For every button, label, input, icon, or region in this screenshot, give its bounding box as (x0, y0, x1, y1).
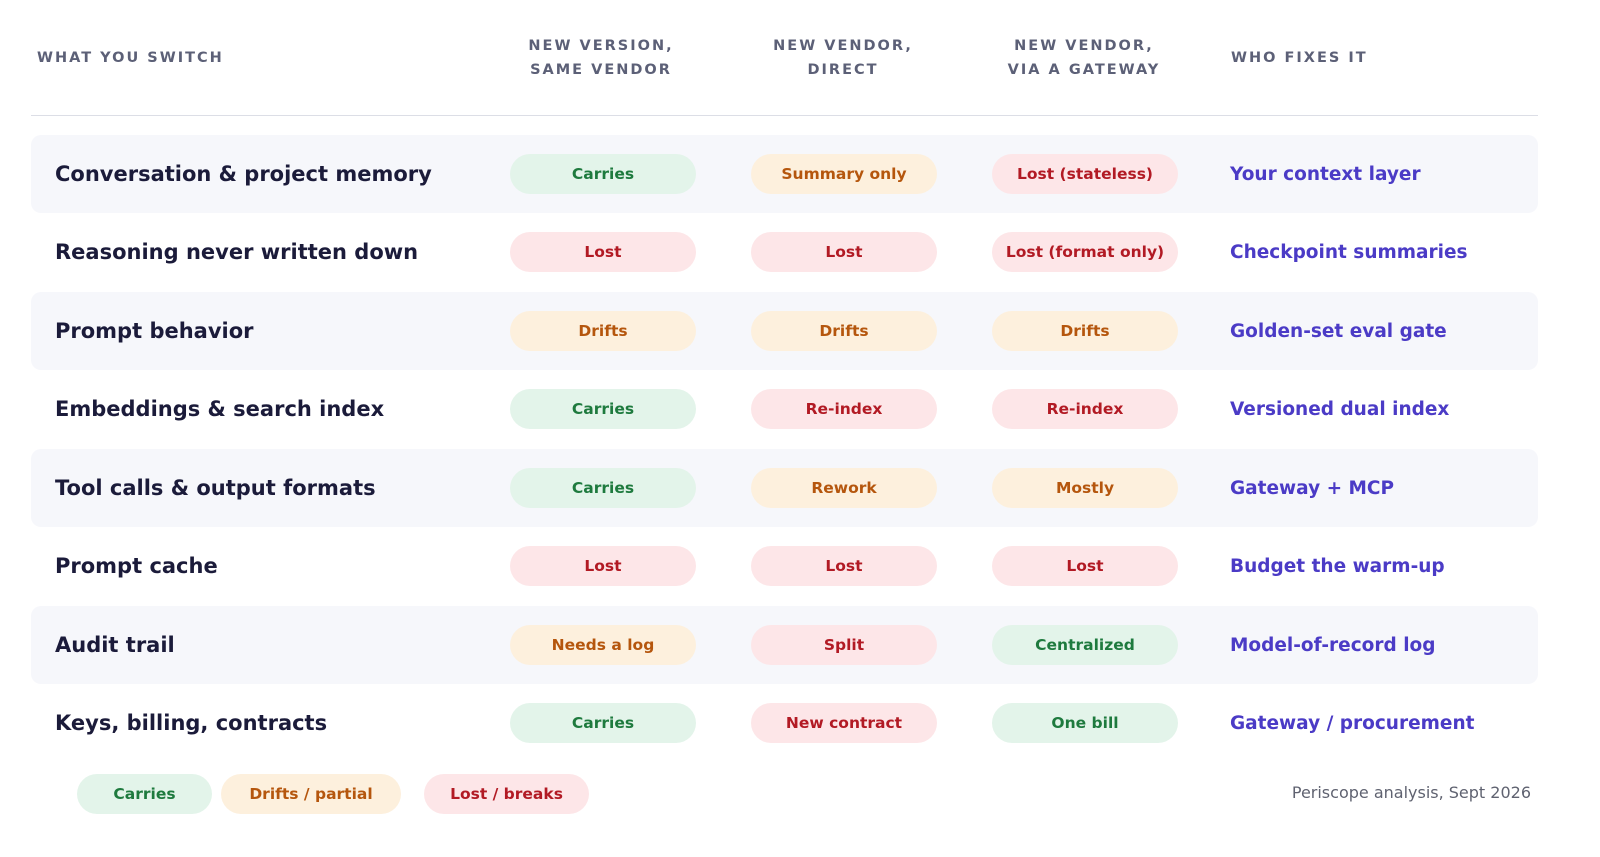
status-pill: Lost (751, 232, 937, 272)
status-pill: Lost (751, 546, 937, 586)
status-pill: Carries (510, 703, 696, 743)
status-pill: Drifts (992, 311, 1178, 351)
header-what-you-switch: WHAT YOU SWITCH (37, 49, 224, 66)
fix-label: Checkpoint summaries (1230, 241, 1468, 263)
status-pill: Lost (stateless) (992, 154, 1178, 194)
status-pill: One bill (992, 703, 1178, 743)
header-who-fixes-it: WHO FIXES IT (1231, 49, 1368, 66)
status-pill: Re-index (751, 389, 937, 429)
status-pill: Drifts (751, 311, 937, 351)
table-header: WHAT YOU SWITCH NEW VERSION, SAME VENDOR… (31, 0, 1538, 116)
fix-label: Versioned dual index (1230, 398, 1450, 420)
row-label: Audit trail (55, 633, 175, 657)
table-row: Conversation & project memory Carries Su… (31, 135, 1538, 213)
status-pill: Centralized (992, 625, 1178, 665)
status-pill: Carries (510, 468, 696, 508)
fix-label: Golden-set eval gate (1230, 320, 1447, 342)
row-label: Embeddings & search index (55, 397, 385, 421)
fix-label: Gateway / procurement (1230, 712, 1475, 734)
table-row: Audit trail Needs a log Split Centralize… (31, 606, 1538, 684)
header-new-vendor-direct: NEW VENDOR, DIRECT (773, 37, 913, 78)
status-pill: New contract (751, 703, 937, 743)
fix-label: Gateway + MCP (1230, 477, 1395, 499)
row-label: Tool calls & output formats (55, 476, 376, 500)
legend-drifts-partial: Drifts / partial (221, 774, 401, 814)
row-label: Conversation & project memory (55, 162, 432, 186)
status-pill: Rework (751, 468, 937, 508)
table-row: Keys, billing, contracts Carries New con… (31, 684, 1538, 762)
status-pill: Lost (format only) (992, 232, 1178, 272)
status-pill: Carries (510, 389, 696, 429)
table-row: Reasoning never written down Lost Lost L… (31, 213, 1538, 291)
status-pill: Lost (510, 546, 696, 586)
row-label: Prompt cache (55, 554, 218, 578)
row-label: Reasoning never written down (55, 240, 419, 264)
status-pill: Lost (510, 232, 696, 272)
status-pill: Split (751, 625, 937, 665)
table-row: Tool calls & output formats Carries Rewo… (31, 449, 1538, 527)
legend-carries: Carries (77, 774, 212, 814)
fix-label: Model-of-record log (1230, 634, 1436, 656)
status-pill: Drifts (510, 311, 696, 351)
status-pill: Lost (992, 546, 1178, 586)
status-pill: Mostly (992, 468, 1178, 508)
row-label: Prompt behavior (55, 319, 254, 343)
legend-lost-breaks: Lost / breaks (424, 774, 589, 814)
status-pill: Summary only (751, 154, 937, 194)
fix-label: Budget the warm-up (1230, 555, 1445, 577)
table-row: Embeddings & search index Carries Re-ind… (31, 370, 1538, 448)
header-new-version-same-vendor: NEW VERSION, SAME VENDOR (528, 37, 674, 78)
status-pill: Needs a log (510, 625, 696, 665)
header-new-vendor-gateway: NEW VENDOR, VIA A GATEWAY (1007, 37, 1161, 78)
table-row: Prompt cache Lost Lost Lost Budget the w… (31, 527, 1538, 605)
status-pill: Carries (510, 154, 696, 194)
source-note: Periscope analysis, Sept 2026 (1291, 783, 1531, 802)
status-pill: Re-index (992, 389, 1178, 429)
table-row: Prompt behavior Drifts Drifts Drifts Gol… (31, 292, 1538, 370)
row-label: Keys, billing, contracts (55, 711, 328, 735)
fix-label: Your context layer (1230, 163, 1421, 185)
